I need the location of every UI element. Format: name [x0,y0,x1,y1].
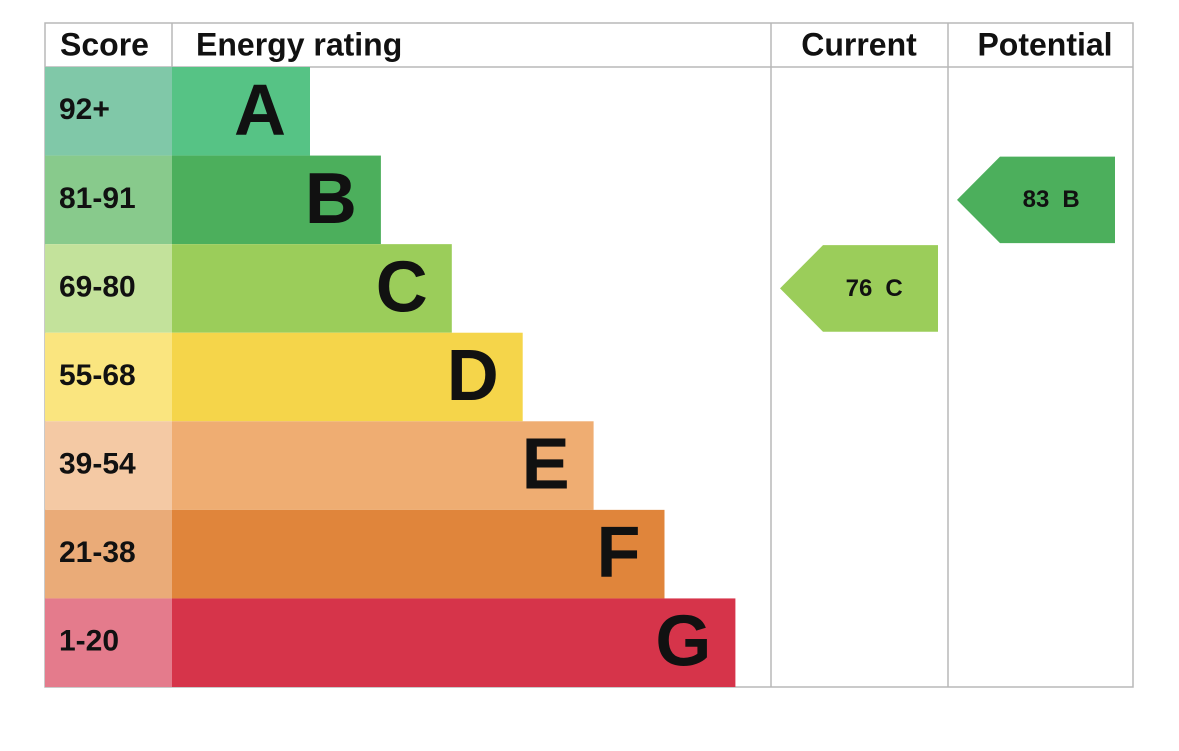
current-arrow [780,245,938,332]
score-label: 81-91 [59,182,136,215]
score-label: 55-68 [59,359,136,392]
score-cell [45,598,172,687]
current-value: 76 [846,275,873,302]
score-label: 69-80 [59,270,136,303]
score-cell [45,509,172,599]
rating-bar [172,421,594,510]
rating-letter: D [447,336,499,416]
rating-bar [172,67,310,156]
score-label: 1-20 [59,625,119,658]
potential-value: 83 [1023,186,1050,213]
score-label: 21-38 [59,536,136,569]
header-potential: Potential [977,26,1112,62]
score-cell [45,244,172,333]
potential-arrow [957,156,1115,244]
score-label: 92+ [59,93,110,126]
rating-bar [172,332,523,422]
rating-letter: F [597,513,641,593]
rating-bar [172,244,452,333]
header-current: Current [801,26,917,62]
score-cell [45,67,172,156]
score-cell [45,155,172,245]
rating-bar [172,598,736,687]
header-rating: Energy rating [196,26,402,62]
rating-letter: G [655,602,711,682]
score-label: 39-54 [59,447,136,480]
score-cell [45,421,172,510]
rating-letter: C [376,247,428,327]
score-cell [45,332,172,422]
rating-bar [172,155,381,245]
rating-letter: A [234,70,286,150]
potential-letter: B [1062,186,1079,213]
rating-bar [172,509,665,599]
rating-letter: B [305,159,357,239]
header-score: Score [60,26,149,62]
current-letter: C [885,275,902,302]
rating-letter: E [522,425,570,505]
